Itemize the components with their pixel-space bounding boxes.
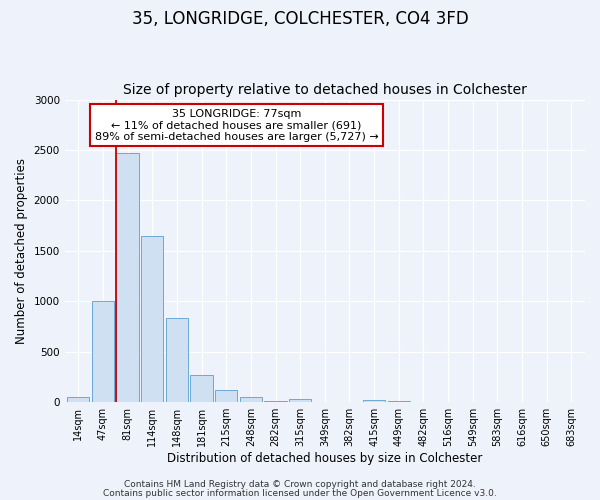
Bar (363, 400, 385, 402)
Bar (215, 390, 237, 402)
Bar (141, 236, 163, 402)
Bar (116, 153, 139, 402)
Bar (67, 396, 89, 402)
Title: Size of property relative to detached houses in Colchester: Size of property relative to detached ho… (123, 83, 527, 97)
Bar (289, 399, 311, 402)
Text: 35, LONGRIDGE, COLCHESTER, CO4 3FD: 35, LONGRIDGE, COLCHESTER, CO4 3FD (131, 10, 469, 28)
X-axis label: Distribution of detached houses by size in Colchester: Distribution of detached houses by size … (167, 452, 482, 465)
Text: Contains public sector information licensed under the Open Government Licence v3: Contains public sector information licen… (103, 489, 497, 498)
Bar (265, 401, 287, 402)
Bar (388, 401, 410, 402)
Bar (240, 397, 262, 402)
Bar (166, 318, 188, 402)
Text: Contains HM Land Registry data © Crown copyright and database right 2024.: Contains HM Land Registry data © Crown c… (124, 480, 476, 489)
Bar (92, 302, 114, 402)
Text: 35 LONGRIDGE: 77sqm
← 11% of detached houses are smaller (691)
89% of semi-detac: 35 LONGRIDGE: 77sqm ← 11% of detached ho… (95, 108, 378, 142)
Y-axis label: Number of detached properties: Number of detached properties (15, 158, 28, 344)
Bar (190, 375, 212, 402)
